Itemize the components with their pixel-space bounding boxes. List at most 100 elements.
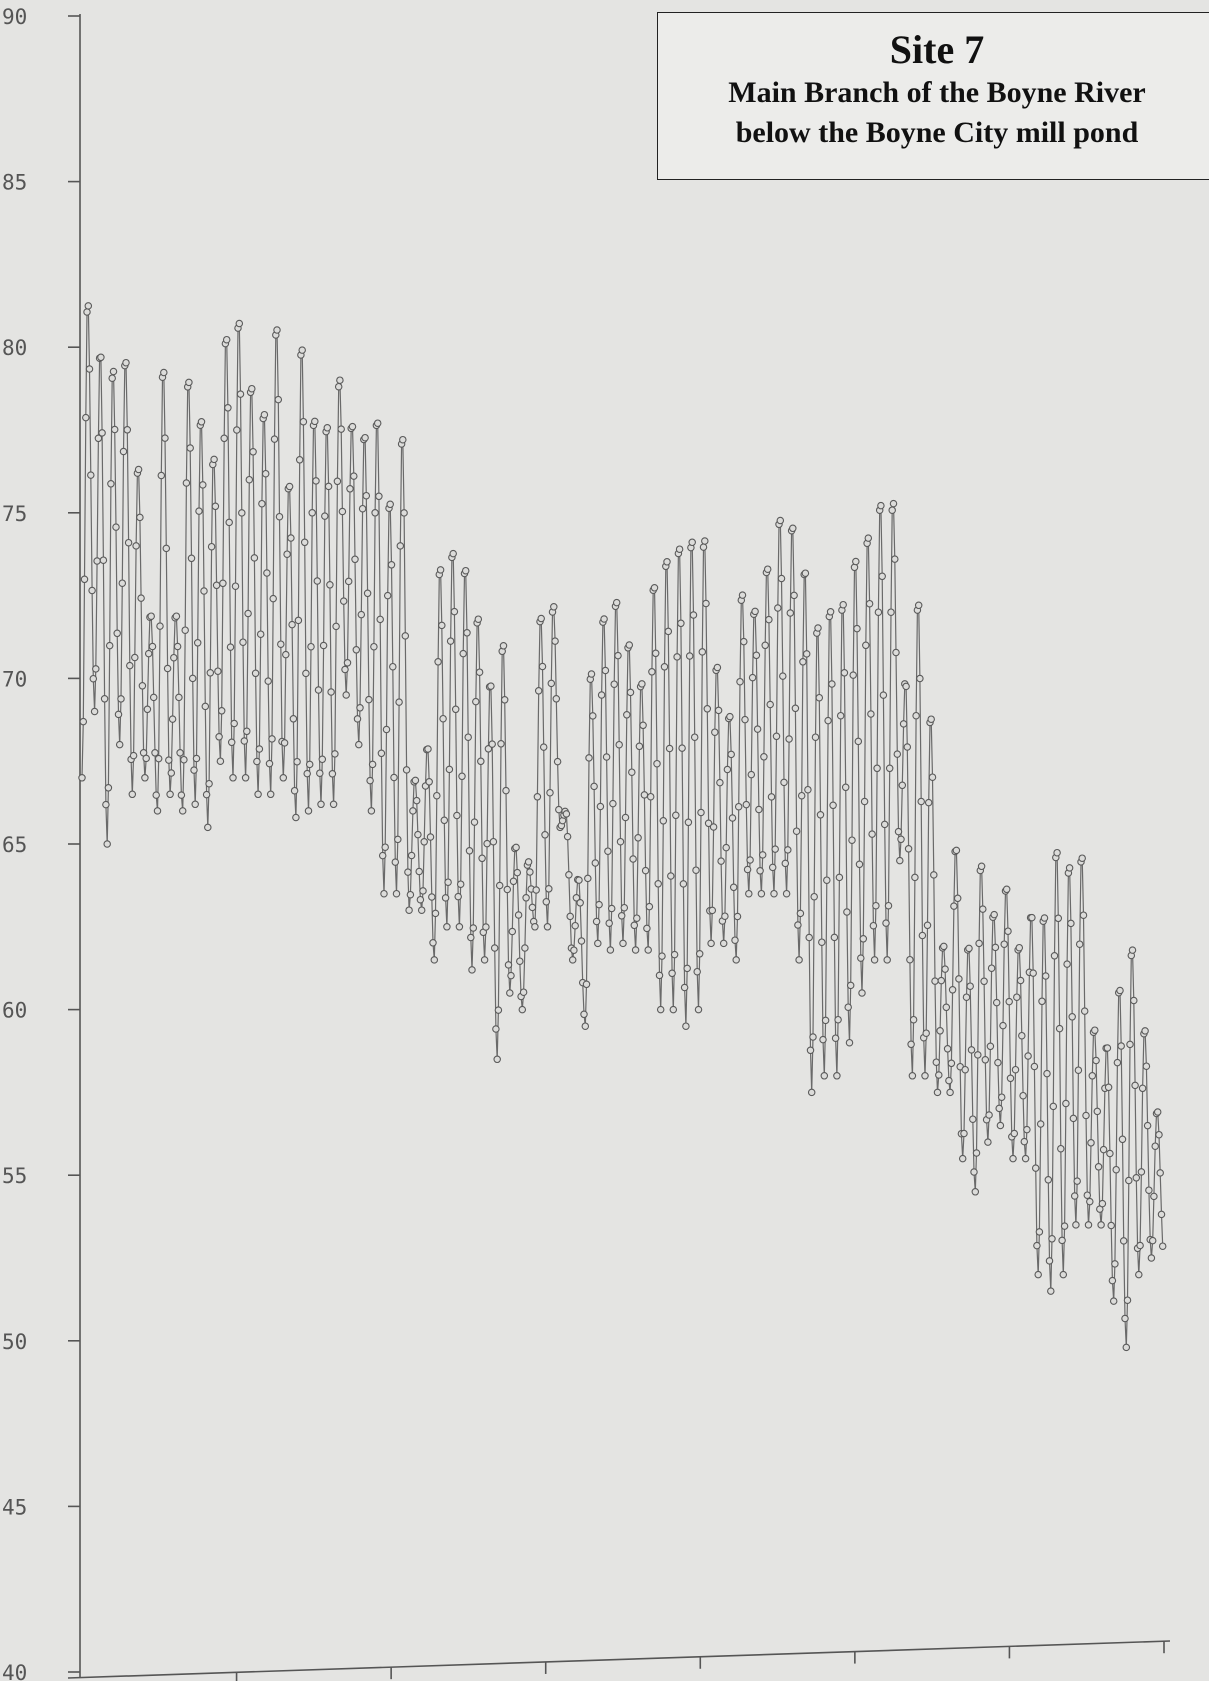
data-point [1059,1270,1068,1279]
data-point [768,863,777,872]
data-point [532,886,540,894]
data-point [342,691,350,699]
data-point [987,964,996,972]
data-point [1043,1069,1051,1078]
data-point [795,956,803,964]
data-point [714,706,723,715]
data-point [874,608,883,616]
data-point [348,422,357,431]
data-point [241,774,250,782]
data-point [484,745,493,753]
data-point [870,956,879,964]
data-point [806,1046,815,1055]
data-point [376,615,384,624]
data-point [845,1038,854,1047]
data-point [148,642,157,651]
data-point [997,1093,1006,1101]
data-point [880,820,889,829]
data-point [921,1072,929,1080]
data-point [868,830,876,838]
data-point [918,931,927,940]
data-point [1040,914,1049,922]
data-point [966,982,974,990]
data-point [414,830,422,839]
data-point [229,774,237,782]
data-point [1033,1241,1041,1250]
y-tick-label: 50 [2,1330,27,1354]
data-point [566,912,574,921]
data-point [304,807,313,815]
data-point [331,750,339,758]
data-point [113,629,121,638]
data-point [201,702,210,711]
data-point [568,956,577,964]
data-point [503,885,512,894]
data-point [555,805,563,814]
data-point [98,429,106,437]
data-point [191,800,199,809]
data-point [878,572,886,581]
data-point [885,764,894,773]
data-point [1153,1108,1162,1116]
data-point [1119,1237,1128,1245]
data-point [1099,1145,1108,1154]
data-point [80,575,89,584]
data-point [97,353,105,362]
data-point [477,757,485,766]
data-point [1031,1164,1040,1172]
data-point [826,608,835,616]
data-point [811,733,820,741]
data-point [436,566,445,574]
data-point [373,419,382,427]
data-point [509,877,518,886]
data-point [382,725,391,734]
data-point [751,607,759,616]
chart-subtitle-line-1: Main Branch of the Boyne River [728,76,1146,109]
data-point [1021,1154,1030,1163]
data-point [339,597,348,605]
data-point [377,749,386,758]
data-point [289,715,298,723]
data-point [497,740,505,748]
data-point [594,939,602,948]
data-point [143,705,152,714]
data-point [1029,969,1037,977]
data-point [1072,1221,1080,1229]
y-tick-label: 65 [2,833,27,857]
data-point [777,574,786,583]
data-point [104,784,113,792]
data-point [538,662,547,671]
y-tick-label: 55 [2,1164,27,1188]
data-point [429,939,437,947]
data-point [1104,1083,1113,1092]
data-point [332,622,340,631]
data-point [644,946,652,954]
data-point [273,326,281,334]
data-point [772,732,781,741]
data-point [178,807,187,815]
data-point [214,667,222,675]
data-point [361,433,369,442]
data-point [643,924,651,933]
data-point [601,666,610,675]
data-point [463,629,471,637]
data-point [487,682,495,690]
data-point [445,765,454,774]
data-point [231,582,240,590]
data-point [1073,1177,1081,1185]
data-point [1087,1139,1095,1147]
data-point [260,410,269,419]
data-point [726,712,734,721]
data-point [596,802,605,811]
data-point [972,1149,981,1157]
data-point [867,710,875,718]
data-point [995,1104,1003,1113]
data-point [709,823,718,831]
data-point [552,695,561,703]
data-point [1035,1228,1044,1236]
data-point [590,782,598,791]
data-point [243,727,251,736]
data-point [438,621,446,630]
data-point [475,668,484,676]
data-point [707,939,715,948]
